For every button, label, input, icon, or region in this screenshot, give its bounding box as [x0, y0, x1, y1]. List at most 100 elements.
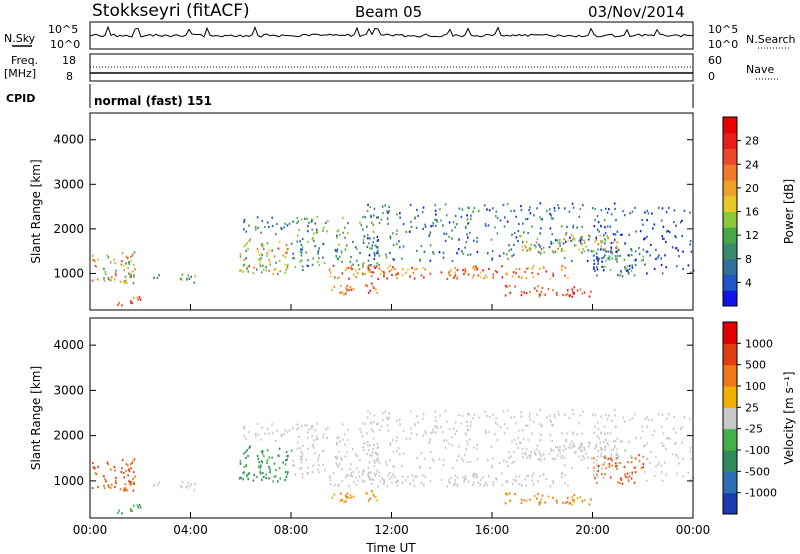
- velocity-cell: [606, 441, 609, 444]
- velocity-cell: [370, 471, 372, 474]
- velocity-cell: [476, 474, 478, 477]
- power-cell: [370, 214, 372, 217]
- power-cell: [608, 255, 611, 258]
- velocity-cell: [322, 449, 325, 452]
- velocity-cell: [382, 418, 384, 421]
- velocity-cell: [530, 450, 533, 453]
- power-cell: [239, 253, 242, 256]
- power-cell: [560, 249, 563, 252]
- velocity-cell: [317, 459, 319, 462]
- power-cell: [671, 246, 674, 249]
- power-cell: [423, 276, 425, 279]
- velocity-cell: [268, 465, 270, 469]
- power-cell: [119, 280, 122, 283]
- velocity-cell: [376, 453, 379, 456]
- colorbar-swatch: [723, 180, 737, 197]
- power-cell: [501, 276, 504, 279]
- power-cell: [615, 245, 618, 248]
- colorbar-tick-label: -1000: [745, 487, 777, 500]
- power-cell: [280, 226, 282, 230]
- velocity-cell: [109, 468, 112, 471]
- power-cell: [510, 209, 512, 213]
- power-cell: [528, 209, 531, 212]
- velocity-cell: [382, 478, 385, 481]
- power-cell: [121, 251, 124, 255]
- velocity-cell: [374, 451, 377, 454]
- power-cell: [504, 294, 507, 297]
- power-cell: [549, 212, 551, 215]
- power-cell: [442, 251, 445, 255]
- velocity-cell: [682, 475, 684, 478]
- power-cell: [268, 269, 270, 273]
- velocity-cell: [578, 455, 581, 458]
- colorbar-tick-label: 8: [745, 253, 752, 266]
- power-cell: [360, 224, 363, 227]
- velocity-cell: [529, 498, 531, 501]
- velocity-cell: [572, 431, 575, 434]
- velocity-cell: [372, 478, 375, 481]
- power-cell: [376, 249, 379, 253]
- velocity-cell: [390, 475, 393, 479]
- velocity-cell: [156, 484, 159, 487]
- power-cell: [375, 265, 378, 268]
- power-cell: [633, 274, 636, 277]
- power-cell: [410, 220, 412, 223]
- velocity-cell: [94, 472, 97, 475]
- power-cell: [523, 291, 526, 294]
- velocity-cell: [540, 425, 543, 428]
- velocity-cell: [370, 422, 372, 425]
- power-cell: [419, 259, 421, 262]
- velocity-cell: [296, 447, 299, 450]
- power-cell: [451, 229, 453, 232]
- power-cell: [529, 249, 531, 252]
- power-cell: [344, 236, 346, 239]
- y-tick-label: 2000: [53, 222, 84, 236]
- power-cell: [610, 250, 613, 253]
- power-cell: [124, 281, 127, 284]
- power-cell: [362, 241, 365, 245]
- power-cell: [245, 249, 247, 253]
- power-cell: [567, 276, 569, 280]
- velocity-cell: [492, 483, 495, 487]
- power-cell: [337, 229, 340, 232]
- velocity-cell: [583, 448, 586, 452]
- velocity-cell: [513, 450, 515, 453]
- power-cell: [374, 266, 377, 270]
- velocity-cell: [664, 447, 667, 450]
- velocity-cell: [539, 408, 542, 411]
- power-cell: [126, 281, 128, 284]
- power-cell: [646, 209, 649, 212]
- power-cell: [293, 257, 296, 260]
- velocity-y-label: Slant Range [km]: [29, 366, 43, 470]
- power-cell: [552, 289, 554, 292]
- power-cell: [355, 259, 358, 262]
- power-cell: [605, 259, 607, 262]
- velocity-cell: [526, 456, 528, 459]
- velocity-cell: [302, 476, 304, 479]
- velocity-cell: [186, 486, 188, 489]
- velocity-cell: [660, 464, 663, 467]
- power-cell: [635, 258, 637, 261]
- velocity-cell: [454, 421, 457, 424]
- velocity-cell: [392, 473, 394, 476]
- power-cell: [311, 263, 314, 266]
- power-cell: [608, 208, 610, 211]
- velocity-cell: [451, 444, 453, 447]
- power-cell: [549, 277, 552, 280]
- velocity-cell: [259, 472, 262, 475]
- velocity-cell: [601, 467, 603, 471]
- power-cell: [639, 230, 642, 233]
- power-cell: [376, 235, 379, 239]
- power-cell: [628, 233, 631, 237]
- power-cell: [375, 216, 378, 219]
- velocity-cell: [644, 470, 646, 473]
- velocity-cell: [373, 472, 376, 475]
- power-cell: [570, 259, 573, 263]
- velocity-cell: [604, 454, 606, 458]
- velocity-cell: [375, 472, 378, 475]
- power-cell: [599, 234, 601, 237]
- velocity-cell: [624, 449, 626, 452]
- velocity-cell: [280, 434, 283, 438]
- power-cell: [285, 244, 288, 247]
- power-cell: [650, 243, 652, 247]
